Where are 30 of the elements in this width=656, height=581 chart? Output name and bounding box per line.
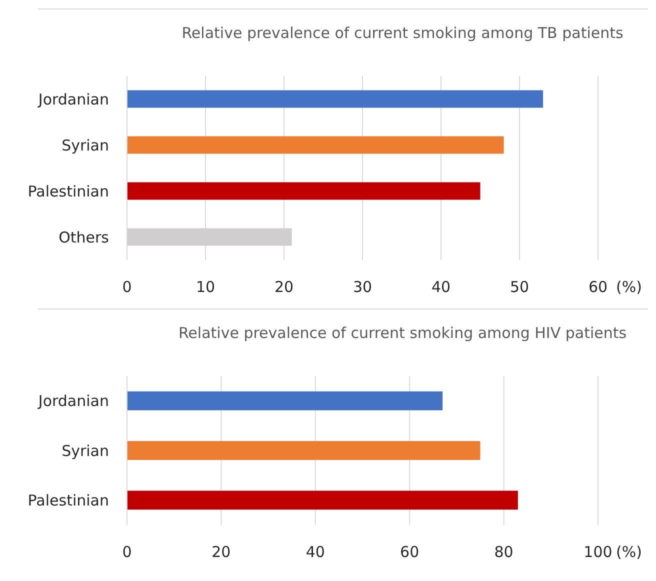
y-tick-label: Palestinian bbox=[28, 491, 109, 510]
x-axis-title: (%) bbox=[616, 543, 642, 561]
y-tick-label: Syrian bbox=[62, 136, 109, 154]
chart-title: Relative prevalence of current smoking among TB patients bbox=[182, 24, 624, 42]
x-tick-label: 40 bbox=[431, 278, 451, 296]
y-tick-label: Jordanian bbox=[37, 392, 109, 410]
y-tick-label: Syrian bbox=[62, 442, 109, 460]
bar bbox=[127, 182, 480, 200]
x-tick-label: 20 bbox=[212, 543, 231, 561]
bar bbox=[127, 391, 443, 410]
x-tick-label: 60 bbox=[588, 278, 608, 296]
y-tick-label: Jordanian bbox=[37, 90, 109, 108]
x-axis-title: (%) bbox=[616, 278, 642, 296]
x-tick-label: 0 bbox=[122, 278, 132, 296]
y-tick-label: Palestinian bbox=[28, 182, 109, 200]
x-tick-label: 100 bbox=[584, 543, 612, 561]
x-tick-label: 40 bbox=[306, 543, 325, 561]
x-tick-label: 0 bbox=[122, 543, 132, 561]
x-tick-label: 60 bbox=[400, 543, 420, 561]
x-tick-label: 10 bbox=[196, 278, 216, 296]
bar bbox=[127, 490, 518, 510]
bar bbox=[127, 441, 480, 460]
bar bbox=[127, 136, 504, 154]
x-tick-label: 30 bbox=[352, 278, 372, 296]
x-tick-label: 80 bbox=[494, 543, 514, 561]
x-tick-label: 20 bbox=[274, 278, 294, 296]
y-tick-label: Others bbox=[58, 228, 110, 246]
bar bbox=[127, 90, 544, 108]
chart-title: Relative prevalence of current smoking among HIV patients bbox=[178, 324, 627, 342]
x-tick-label: 50 bbox=[510, 278, 530, 296]
